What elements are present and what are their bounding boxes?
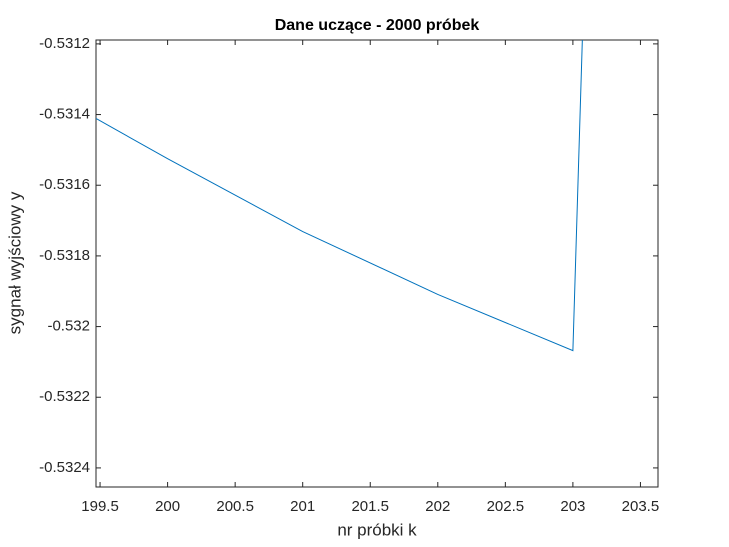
y-tick-label: -0.5324	[39, 459, 90, 476]
x-tick-label: 200	[155, 498, 180, 515]
x-axis-label: nr próbki k	[337, 520, 417, 539]
y-tick-label: -0.5314	[39, 106, 90, 123]
y-axis-label: sygnał wyjściowy y	[5, 191, 24, 334]
x-tick-label: 200.5	[216, 498, 254, 515]
y-tick-label: -0.5312	[39, 35, 90, 52]
y-tick-label: -0.532	[47, 318, 90, 335]
y-tick-label: -0.5316	[39, 176, 90, 193]
x-tick-label: 201	[290, 498, 315, 515]
x-tick-label: 202	[425, 498, 450, 515]
x-tick-label: 202.5	[487, 498, 525, 515]
plot-box	[95, 39, 659, 488]
y-tick-label: -0.5318	[39, 247, 90, 264]
x-tick-label: 199.5	[81, 498, 119, 515]
x-tick-label: 203.5	[622, 498, 660, 515]
x-tick-label: 203	[560, 498, 585, 515]
data-line	[96, 40, 583, 352]
chart-title: Dane uczące - 2000 próbek	[275, 17, 480, 34]
y-tick-label: -0.5322	[39, 388, 90, 405]
x-tick-label: 201.5	[351, 498, 389, 515]
plot-area	[96, 40, 583, 352]
